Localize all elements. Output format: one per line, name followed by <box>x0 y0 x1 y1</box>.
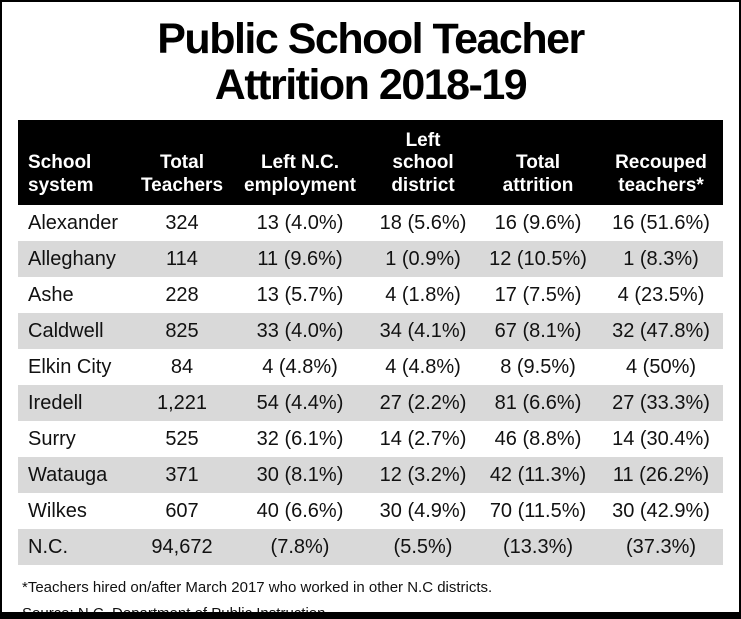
cell-total-teachers: 371 <box>165 463 199 486</box>
cell-left-nc-employment: (7.8%) <box>270 535 330 558</box>
table-row-alleghany: Alleghany 114 11 (9.6%) 1 (0.9%) 12 (10.… <box>18 241 723 278</box>
cell-left-nc-employment: 13 (5.7%) <box>256 283 344 306</box>
cell-left-school-district: 30 (4.9%) <box>379 499 467 522</box>
cell-total-attrition: 70 (11.5%) <box>489 499 587 522</box>
cell-recouped-teachers: 32 (47.8%) <box>612 319 710 342</box>
cell-left-school-district: 18 (5.6%) <box>379 211 467 234</box>
cell-school-system: Watauga <box>28 463 108 486</box>
table-row-caldwell: Caldwell 825 33 (4.0%) 34 (4.1%) 67 (8.1… <box>18 313 723 350</box>
cell-total-attrition: 17 (7.5%) <box>494 283 582 306</box>
header-row: School system Total Teachers Left N.C. e… <box>18 120 723 206</box>
column-header-recouped-teachers: Recouped teachers* <box>599 120 723 206</box>
cell-left-nc-employment: 33 (4.0%) <box>256 319 344 342</box>
page-title-line-1: Public School Teacher <box>157 14 585 63</box>
table-row-surry: Surry 525 32 (6.1%) 14 (2.7%) 46 (8.8%) … <box>18 421 723 457</box>
cell-school-system: Wilkes <box>28 499 87 522</box>
cell-left-school-district: 1 (0.9%) <box>385 247 461 270</box>
cell-recouped-teachers: 4 (23.5%) <box>617 283 705 306</box>
cell-left-school-district: 34 (4.1%) <box>379 319 467 342</box>
cell-left-nc-employment: 32 (6.1%) <box>256 427 344 450</box>
column-header-total-attrition: Total attrition <box>477 120 599 206</box>
cell-total-teachers: 114 <box>166 247 198 270</box>
cell-left-school-district: 12 (3.2%) <box>379 463 467 486</box>
cell-school-system: N.C. <box>28 535 68 558</box>
cell-recouped-teachers: (37.3%) <box>625 535 697 558</box>
attrition-table: School system Total Teachers Left N.C. e… <box>18 120 723 566</box>
cell-recouped-teachers: 11 (26.2%) <box>612 463 710 486</box>
table-row-ashe: Ashe 228 13 (5.7%) 4 (1.8%) 17 (7.5%) 4 … <box>18 277 723 313</box>
cell-school-system: Iredell <box>28 391 83 414</box>
cell-left-nc-employment: 4 (4.8%) <box>262 355 338 378</box>
cell-total-teachers: 324 <box>165 211 199 234</box>
page-title-line-2: Attrition 2018-19 <box>214 61 528 109</box>
cell-school-system: Alleghany <box>28 247 116 270</box>
cell-school-system: Surry <box>28 427 76 450</box>
cell-total-teachers: 607 <box>165 499 199 522</box>
cell-school-system: Alexander <box>28 211 119 234</box>
cell-total-teachers: 228 <box>165 283 199 306</box>
cell-total-teachers: 84 <box>170 355 194 378</box>
cell-recouped-teachers: 1 (8.3%) <box>623 247 699 270</box>
cell-total-attrition: 46 (8.8%) <box>494 427 582 450</box>
cell-left-nc-employment: 54 (4.4%) <box>256 391 344 414</box>
cell-left-nc-employment: 40 (6.6%) <box>256 499 344 522</box>
cell-total-teachers: 525 <box>165 427 199 450</box>
cell-school-system: Elkin City <box>28 355 112 378</box>
cell-total-teachers: 825 <box>165 319 199 342</box>
cell-recouped-teachers: 4 (50%) <box>625 355 697 378</box>
table-row-elkin-city: Elkin City 84 4 (4.8%) 4 (4.8%) 8 (9.5%)… <box>18 349 723 385</box>
table-body: Alexander 324 13 (4.0%) 18 (5.6%) 16 (9.… <box>18 205 723 566</box>
table-row-iredell: Iredell 1,221 54 (4.4%) 27 (2.2%) 81 (6.… <box>18 385 723 422</box>
cell-total-teachers: 1,221 <box>156 391 208 414</box>
cell-left-school-district: 4 (1.8%) <box>385 283 461 306</box>
table-notes: *Teachers hired on/after March 2017 who … <box>22 575 739 619</box>
cell-recouped-teachers: 30 (42.9%) <box>612 499 710 522</box>
cell-left-school-district: (5.5%) <box>393 535 453 558</box>
cell-total-attrition: 16 (9.6%) <box>494 211 582 234</box>
cell-total-attrition: (13.3%) <box>502 535 574 558</box>
column-header-left-school-district: Left school district <box>369 120 477 206</box>
cell-left-nc-employment: 11 (9.6%) <box>257 247 343 270</box>
cell-recouped-teachers: 14 (30.4%) <box>612 427 710 450</box>
table-header: School system Total Teachers Left N.C. e… <box>18 120 723 206</box>
cell-total-attrition: 67 (8.1%) <box>494 319 582 342</box>
cell-school-system: Ashe <box>28 283 74 306</box>
table-row-nc-total: N.C. 94,672 (7.8%) (5.5%) (13.3%) (37.3%… <box>18 529 723 566</box>
footnote-text: *Teachers hired on/after March 2017 who … <box>22 579 493 597</box>
title-block: Public School Teacher Attrition 2018-19 <box>2 2 739 114</box>
source-text: Source: N.C. Department of Public Instru… <box>22 605 326 619</box>
cell-left-nc-employment: 13 (4.0%) <box>256 211 344 234</box>
column-header-left-nc-employment: Left N.C. employment <box>231 120 369 206</box>
cell-school-system: Caldwell <box>28 319 104 342</box>
cell-left-school-district: 27 (2.2%) <box>379 391 467 414</box>
table-row-alexander: Alexander 324 13 (4.0%) 18 (5.6%) 16 (9.… <box>18 205 723 241</box>
cell-total-teachers: 94,672 <box>151 535 213 558</box>
column-header-school-system: School system <box>18 120 133 206</box>
cell-total-attrition: 8 (9.5%) <box>500 355 576 378</box>
cell-total-attrition: 12 (10.5%) <box>489 247 587 270</box>
column-header-total-teachers: Total Teachers <box>133 120 231 206</box>
cell-left-nc-employment: 30 (8.1%) <box>256 463 344 486</box>
table-row-wilkes: Wilkes 607 40 (6.6%) 30 (4.9%) 70 (11.5%… <box>18 493 723 529</box>
cell-recouped-teachers: 16 (51.6%) <box>612 211 710 234</box>
cell-total-attrition: 42 (11.3%) <box>489 463 587 486</box>
cell-left-school-district: 14 (2.7%) <box>379 427 467 450</box>
cell-total-attrition: 81 (6.6%) <box>494 391 582 414</box>
cell-recouped-teachers: 27 (33.3%) <box>612 391 710 414</box>
table-row-watauga: Watauga 371 30 (8.1%) 12 (3.2%) 42 (11.3… <box>18 457 723 494</box>
cell-left-school-district: 4 (4.8%) <box>385 355 461 378</box>
